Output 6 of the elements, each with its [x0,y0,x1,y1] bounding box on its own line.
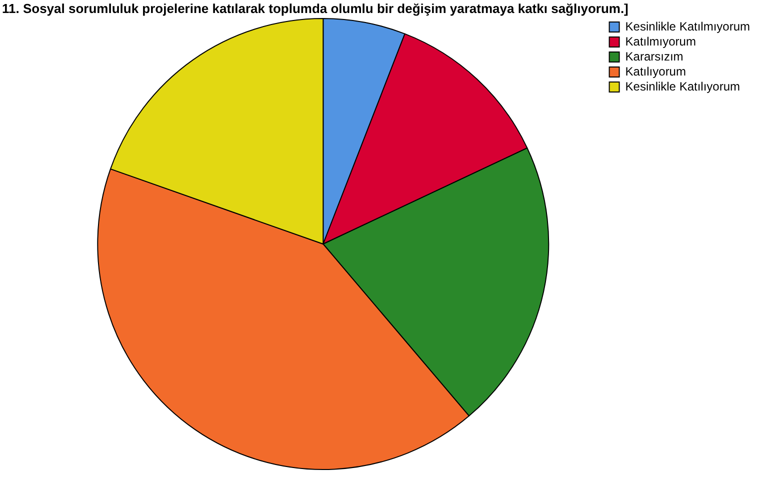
legend-label: Katılmıyorum [625,34,696,48]
legend-label: Katılıyorum [625,64,686,78]
chart-title: 11. Sosyal sorumluluk projelerine katılarak toplumda olumlu bir değişim yaratmaya katkı sağlıyorum.] [1,0,630,18]
legend-label: Kesinlikle Katılmıyorum [625,19,750,34]
legend-label: Kesinlikle Katılıyorum [625,79,740,94]
legend-label: Kararsızım [625,49,684,64]
